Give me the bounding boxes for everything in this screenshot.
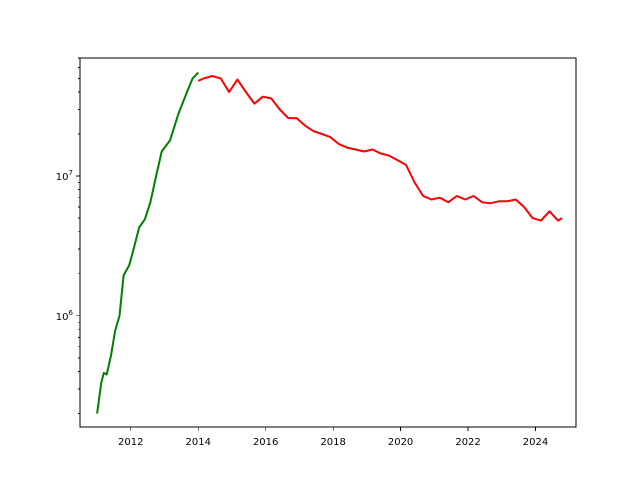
series-line-1 (197, 75, 563, 222)
y-tick-label-base: 10 (56, 172, 69, 183)
y-tick-label: 107 (56, 169, 73, 183)
x-tick-label: 2020 (388, 437, 413, 448)
series-layer (96, 71, 563, 414)
series-line-0 (96, 71, 199, 414)
x-tick-label: 2018 (320, 437, 345, 448)
x-tick-label: 2014 (186, 437, 211, 448)
plot-frame (79, 57, 577, 428)
x-tick-label: 2024 (523, 437, 548, 448)
y-tick-label-exponent: 6 (69, 309, 74, 317)
x-tick-label: 2012 (118, 437, 143, 448)
y-tick-label-base: 10 (56, 312, 69, 323)
y-tick-label: 106 (56, 309, 74, 323)
x-tick-label: 2016 (253, 437, 278, 448)
y-tick-label-exponent: 7 (69, 169, 73, 177)
x-tick-label: 2022 (455, 437, 480, 448)
